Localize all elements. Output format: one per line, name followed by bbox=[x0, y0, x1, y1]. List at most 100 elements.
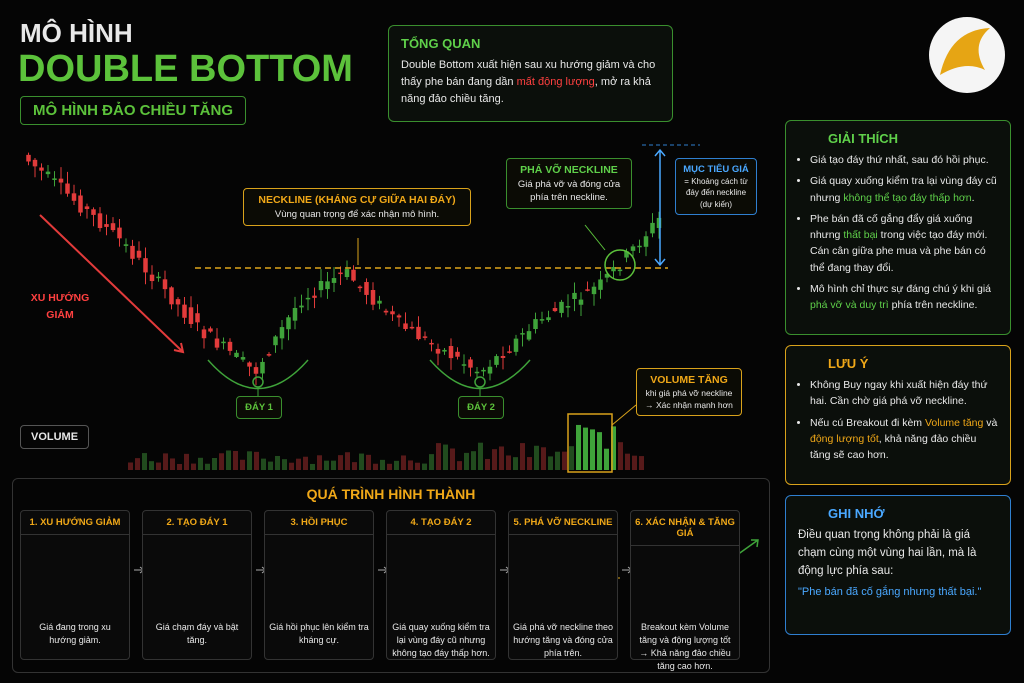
candle bbox=[390, 311, 395, 315]
candle bbox=[78, 195, 83, 213]
breakout-note: PHÁ VỠ NECKLINE Giá phá vỡ và đóng cửa ph… bbox=[506, 158, 632, 210]
volume-bar bbox=[303, 456, 308, 470]
text-part: . bbox=[971, 191, 975, 204]
volume-bar bbox=[338, 455, 343, 470]
candle bbox=[552, 308, 558, 312]
overview-panel: TỔNG QUAN Double Bottom xuất hiện sau xu… bbox=[388, 25, 673, 122]
candle bbox=[429, 342, 434, 345]
volume-bar bbox=[359, 453, 364, 470]
warning-panel: LƯU Ý Không Buy ngay khi xuất hiện đáy t… bbox=[785, 345, 1011, 485]
step-text: Giá phá vỡ neckline theo hướng tăng và đ… bbox=[513, 622, 613, 659]
candle bbox=[273, 336, 278, 346]
candle bbox=[383, 310, 389, 313]
step-title: 1. XU HƯỚNG GIẢM bbox=[21, 511, 129, 535]
step-box: 3. HỒI PHỤC Giá hồi phục lên kiểm tra khá… bbox=[264, 510, 374, 660]
candle bbox=[370, 289, 376, 305]
neckline-text: Vùng quan trọng để xác nhận mô hình. bbox=[274, 208, 440, 220]
candle bbox=[188, 307, 194, 324]
breakout-link bbox=[584, 224, 606, 251]
candle bbox=[344, 269, 350, 278]
logo-mark bbox=[940, 28, 990, 75]
candle bbox=[643, 236, 649, 247]
candle bbox=[52, 178, 57, 180]
text-part: Volume tăng bbox=[924, 416, 984, 429]
volume-bar bbox=[170, 458, 175, 470]
step-box: 4. TẠO ĐÁY 2 Giá quay xuống kiểm tra lại … bbox=[386, 510, 496, 660]
text-part: không thể tạo đáy thấp hơn bbox=[843, 191, 972, 204]
volume-bar bbox=[254, 451, 259, 470]
candle bbox=[32, 159, 38, 167]
volume-text: khi giá phá vỡ neckline → Xác nhận mạnh … bbox=[645, 387, 733, 410]
volume-bar bbox=[457, 461, 462, 470]
text-part: Không Buy ngay khi xuất hiện đáy thứ hai… bbox=[810, 379, 988, 408]
volume-bar bbox=[611, 426, 616, 470]
volume-bar bbox=[450, 448, 455, 470]
bottom-arc bbox=[429, 359, 531, 390]
volume-bar bbox=[275, 455, 280, 470]
candle bbox=[448, 346, 454, 359]
volume-label: VOLUME bbox=[20, 425, 90, 449]
volume-bar bbox=[198, 457, 203, 470]
candle bbox=[338, 272, 343, 275]
text-part: trong việc tạo đáy mới. Cán cân giữa phe… bbox=[810, 229, 988, 274]
volume-bar bbox=[128, 462, 133, 470]
volume-bar bbox=[289, 462, 294, 470]
volume-bar bbox=[555, 451, 560, 470]
candle bbox=[162, 279, 168, 290]
text-part: phía trên neckline. bbox=[888, 299, 978, 312]
volume-bar bbox=[597, 432, 602, 470]
remember-panel: GHI NHỚ Điều quan trọng không phải là gi… bbox=[785, 495, 1011, 635]
breakout-circle bbox=[604, 249, 636, 281]
candle bbox=[396, 315, 402, 318]
volume-bar bbox=[226, 450, 231, 470]
step-title: 4. TẠO ĐÁY 2 bbox=[387, 511, 495, 535]
target-note: MỤC TIÊU GIÁ = Khoảng cách từ đáy đến nec… bbox=[675, 158, 757, 215]
candle bbox=[526, 331, 532, 340]
candle bbox=[559, 301, 564, 313]
remember-quote: "Phe bán đã cố gắng nhưng thất bại." bbox=[798, 586, 982, 599]
target-arrow bbox=[654, 148, 666, 267]
volume-bar bbox=[485, 458, 490, 470]
candle bbox=[71, 193, 77, 201]
volume-bar bbox=[415, 462, 420, 470]
bottom1-label: ĐÁY 1 bbox=[236, 396, 282, 420]
candle bbox=[351, 269, 356, 281]
text-part: mất động lượng bbox=[516, 76, 595, 89]
candle bbox=[650, 222, 655, 234]
bullet: Mô hình chỉ thực sự đáng chú ý khi giá p… bbox=[810, 281, 998, 314]
volume-bar bbox=[191, 463, 196, 470]
candle bbox=[604, 273, 610, 278]
volume-bar bbox=[233, 450, 238, 470]
candle bbox=[539, 319, 545, 321]
candle bbox=[305, 297, 311, 300]
warning-title: LƯU Ý bbox=[828, 356, 869, 371]
volume-bar bbox=[331, 460, 336, 470]
candle bbox=[266, 354, 272, 356]
candle bbox=[117, 227, 122, 239]
step-box: 5. PHÁ VỠ NECKLINE Giá phá vỡ neckline th… bbox=[508, 510, 618, 660]
bullet: Không Buy ngay khi xuất hiện đáy thứ hai… bbox=[810, 377, 998, 410]
candle bbox=[513, 338, 519, 352]
text-part: phá vỡ và duy trì bbox=[810, 299, 889, 312]
candle bbox=[520, 333, 525, 335]
downtrend-label: XU HƯỚNG GIẢM bbox=[30, 292, 90, 321]
step-title: 2. TẠO ĐÁY 1 bbox=[143, 511, 251, 535]
volume-bar bbox=[296, 458, 301, 470]
volume-bar bbox=[478, 442, 483, 470]
warning-list: Không Buy ngay khi xuất hiện đáy thứ hai… bbox=[798, 377, 998, 463]
volume-bar bbox=[324, 460, 329, 470]
candle bbox=[175, 299, 181, 305]
volume-bar bbox=[282, 459, 287, 470]
target-text: = Khoảng cách từ đáy đến neckline (dự ki… bbox=[684, 177, 748, 209]
candle bbox=[227, 341, 233, 351]
volume-bar bbox=[520, 443, 525, 470]
candle bbox=[123, 244, 129, 246]
candle bbox=[149, 274, 155, 282]
volume-bar bbox=[541, 447, 546, 470]
candle bbox=[617, 269, 623, 272]
explain-panel: GIẢI THÍCH Giá tạo đáy thứ nhất, sau đó … bbox=[785, 120, 1011, 335]
candle bbox=[578, 299, 584, 305]
step-title: 3. HỒI PHỤC bbox=[265, 511, 373, 535]
volume-bar bbox=[590, 429, 595, 470]
candle bbox=[97, 213, 103, 229]
